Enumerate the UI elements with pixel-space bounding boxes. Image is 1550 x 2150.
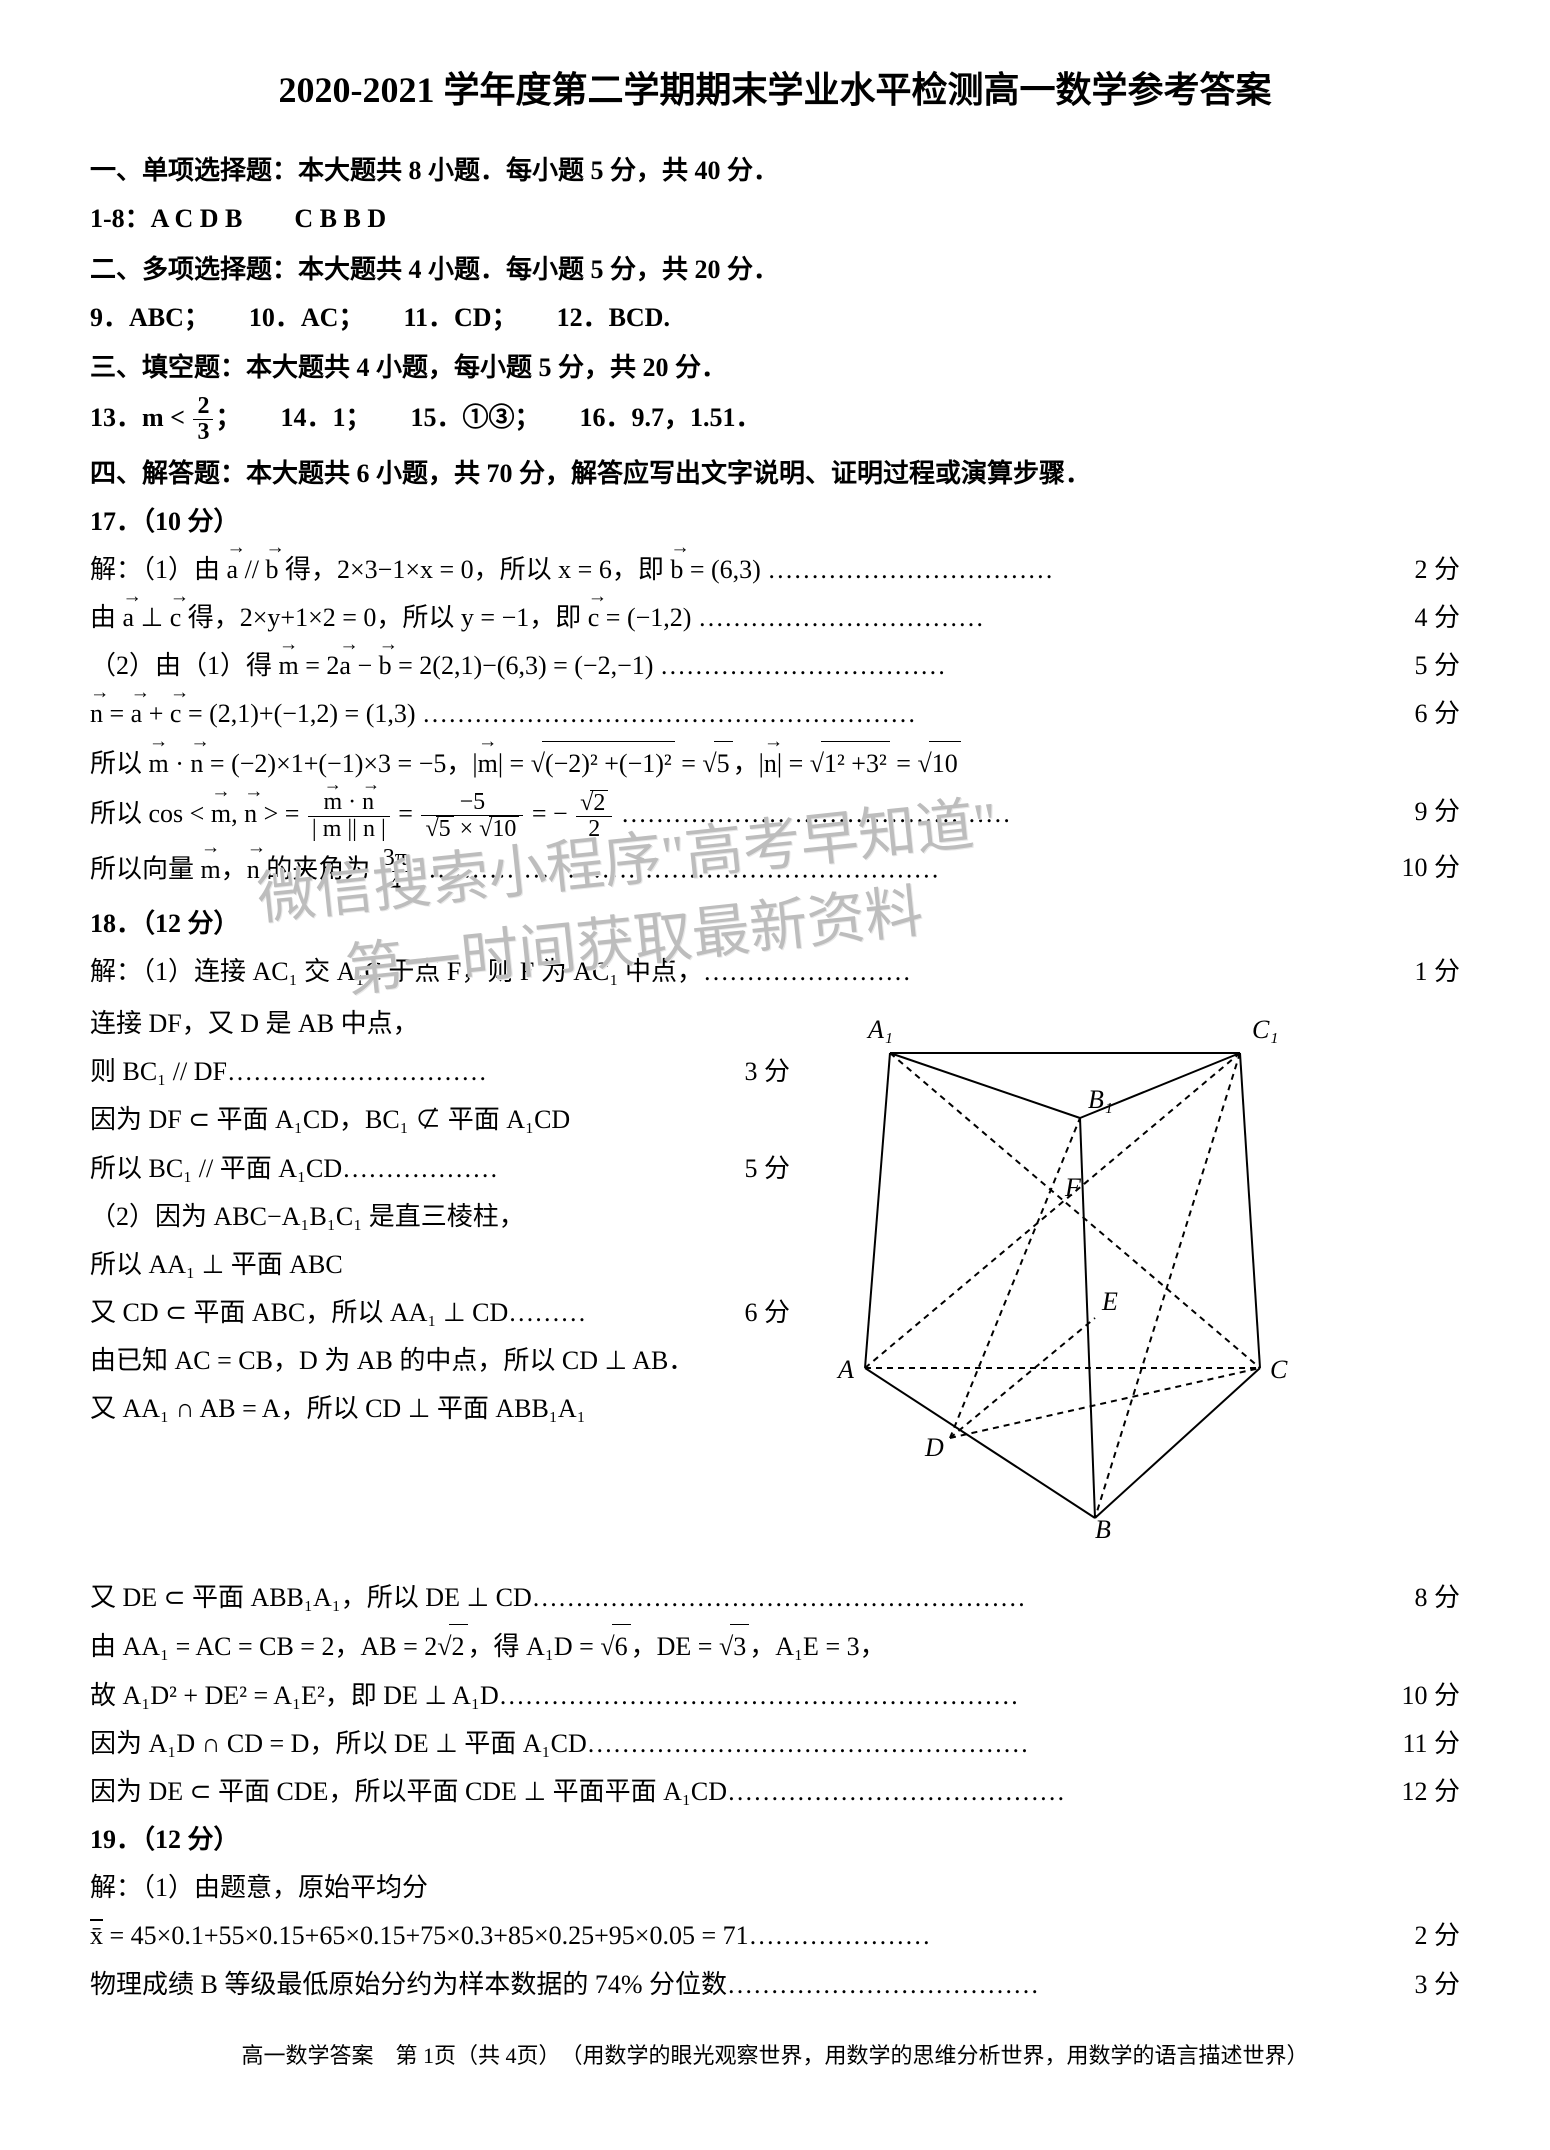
q18-line2: 连接 DF，又 D 是 AB 中点，: [90, 1002, 790, 1046]
score-marker: 6 分: [1414, 692, 1460, 736]
score-marker: 4 分: [1414, 596, 1460, 640]
cos-frac2: −5 √5 × √10: [421, 790, 523, 842]
q19-header: 19．（12 分）: [90, 1818, 1460, 1862]
q18-line1: 解：（1）连接 AC₁ 交 A₁C 于点 F，则 F 为 AC₁ 中点，……………: [90, 950, 1460, 994]
svg-text:A₁: A₁: [866, 1015, 893, 1044]
q13-fraction: 2 3: [193, 394, 213, 445]
answers-1-8: 1-8：A C D B C B B D: [90, 197, 1460, 241]
svg-text:E: E: [1101, 1287, 1118, 1316]
q17-line1: 解：（1）由 a // b 得，2×3−1×x = 0，所以 x = 6，即 b…: [90, 548, 1460, 592]
q18-line6: （2）因为 ABC−A₁B₁C₁ 是直三棱柱，: [90, 1195, 790, 1239]
q17-line5: 所以 m · n = (−2)×1+(−1)×3 = −5，|m| = √(−2…: [90, 741, 1460, 786]
svg-text:C: C: [1270, 1355, 1288, 1384]
svg-text:D: D: [924, 1433, 944, 1462]
section-3-header: 三、填空题：本大题共 4 小题，每小题 5 分，共 20 分．: [90, 346, 1460, 390]
svg-text:A: A: [836, 1355, 854, 1384]
cos-frac1: m · n | m || n |: [308, 790, 390, 841]
q19-line3: 物理成绩 B 等级最低原始分约为样本数据的 74% 分位数………………………………: [90, 1963, 1460, 2007]
score-marker: 3 分: [744, 1050, 790, 1094]
q17-line3: （2）由（1）得 m = 2a − b = 2(2,1)−(6,3) = (−2…: [90, 644, 1460, 688]
q18-line5: 所以 BC₁ // 平面 A₁CD………………5 分: [90, 1147, 790, 1191]
section-4-header: 四、解答题：本大题共 6 小题，共 70 分，解答应写出文字说明、证明过程或演算…: [90, 452, 1460, 496]
angle-frac: 3π 4: [379, 846, 411, 897]
svg-text:B₁: B₁: [1088, 1085, 1113, 1114]
score-marker: 5 分: [1414, 644, 1460, 688]
page-footer: 高一数学答案 第 1页（共 4页） （用数学的眼光观察世界，用数学的思维分析世界…: [90, 2037, 1460, 2074]
section-2-header: 二、多项选择题：本大题共 4 小题．每小题 5 分，共 20 分．: [90, 248, 1460, 292]
q13-prefix: 13．m <: [90, 403, 191, 432]
q18-line3: 则 BC₁ // DF…………………………3 分: [90, 1050, 790, 1094]
score-marker: 9 分: [1414, 790, 1460, 834]
answers-13-16: 13．m < 2 3 ； 14．1； 15．①③； 16．9.7，1.51．: [90, 394, 1460, 445]
q18-line15: 因为 DE ⊂ 平面 CDE，所以平面 CDE ⊥ 平面平面 A₁CD………………: [90, 1770, 1460, 1814]
q17-line6: 所以 cos < m, n > = m · n | m || n | = −5 …: [90, 790, 1460, 842]
section-1-header: 一、单项选择题：本大题共 8 小题．每小题 5 分，共 40 分．: [90, 149, 1460, 193]
q19-line2: x̄ = 45×0.1+55×0.15+65×0.15+75×0.3+85×0.…: [90, 1914, 1460, 1958]
score-marker: 1 分: [1414, 950, 1460, 994]
svg-text:B: B: [1095, 1515, 1111, 1544]
score-marker: 3 分: [1414, 1963, 1460, 2007]
score-marker: 10 分: [1401, 1674, 1460, 1718]
q18-line11: 又 DE ⊂ 平面 ABB₁A₁，所以 DE ⊥ CD……………………………………: [90, 1576, 1460, 1620]
svg-text:F: F: [1064, 1173, 1082, 1202]
q18-line4: 因为 DF ⊂ 平面 A₁CD，BC₁ ⊄ 平面 A₁CD: [90, 1098, 790, 1142]
score-marker: 11 分: [1402, 1722, 1460, 1766]
q18-line7: 所以 AA₁ ⊥ 平面 ABC: [90, 1243, 790, 1287]
cos-frac3: √2 2: [576, 790, 612, 842]
q18-line13: 故 A₁D² + DE² = A₁E²，即 DE ⊥ A₁D……………………………: [90, 1674, 1460, 1718]
score-marker: 8 分: [1414, 1576, 1460, 1620]
q17-line7: 所以向量 m，n 的夹角为 3π 4 …………………………………………………… …: [90, 846, 1460, 897]
prism-diagram: A₁ C₁ B₁ F E A C D B: [820, 998, 1300, 1558]
q18-line12: 由 AA₁ = AC = CB = 2，AB = 2√2，得 A₁D = √6，…: [90, 1624, 1460, 1669]
mean-symbol: x̄: [90, 1921, 103, 1950]
q19-line1: 解：（1）由题意，原始平均分: [90, 1866, 1460, 1910]
score-marker: 2 分: [1414, 548, 1460, 592]
score-marker: 5 分: [744, 1147, 790, 1191]
score-marker: 2 分: [1414, 1914, 1460, 1958]
q18-line14: 因为 A₁D ∩ CD = D，所以 DE ⊥ 平面 A₁CD…………………………: [90, 1722, 1460, 1766]
answers-9-12: 9．ABC； 10．AC； 11．CD； 12．BCD.: [90, 296, 1460, 340]
q18-header: 18．（12 分）: [90, 902, 1460, 946]
q18-line10: 又 AA₁ ∩ AB = A，所以 CD ⊥ 平面 ABB₁A₁: [90, 1387, 790, 1431]
page-title: 2020-2021 学年度第二学期期末学业水平检测高一数学参考答案: [90, 60, 1460, 121]
q17-header: 17．（10 分）: [90, 500, 1460, 544]
score-marker: 10 分: [1401, 846, 1460, 890]
q14-16: ； 14．1； 15．①③； 16．9.7，1.51．: [215, 403, 761, 432]
q18-line8: 又 CD ⊂ 平面 ABC，所以 AA₁ ⊥ CD………6 分: [90, 1291, 790, 1335]
q18-line9: 由已知 AC = CB，D 为 AB 的中点，所以 CD ⊥ AB．: [90, 1339, 790, 1383]
score-marker: 6 分: [744, 1291, 790, 1335]
score-marker: 12 分: [1401, 1770, 1460, 1814]
svg-text:C₁: C₁: [1252, 1015, 1278, 1044]
